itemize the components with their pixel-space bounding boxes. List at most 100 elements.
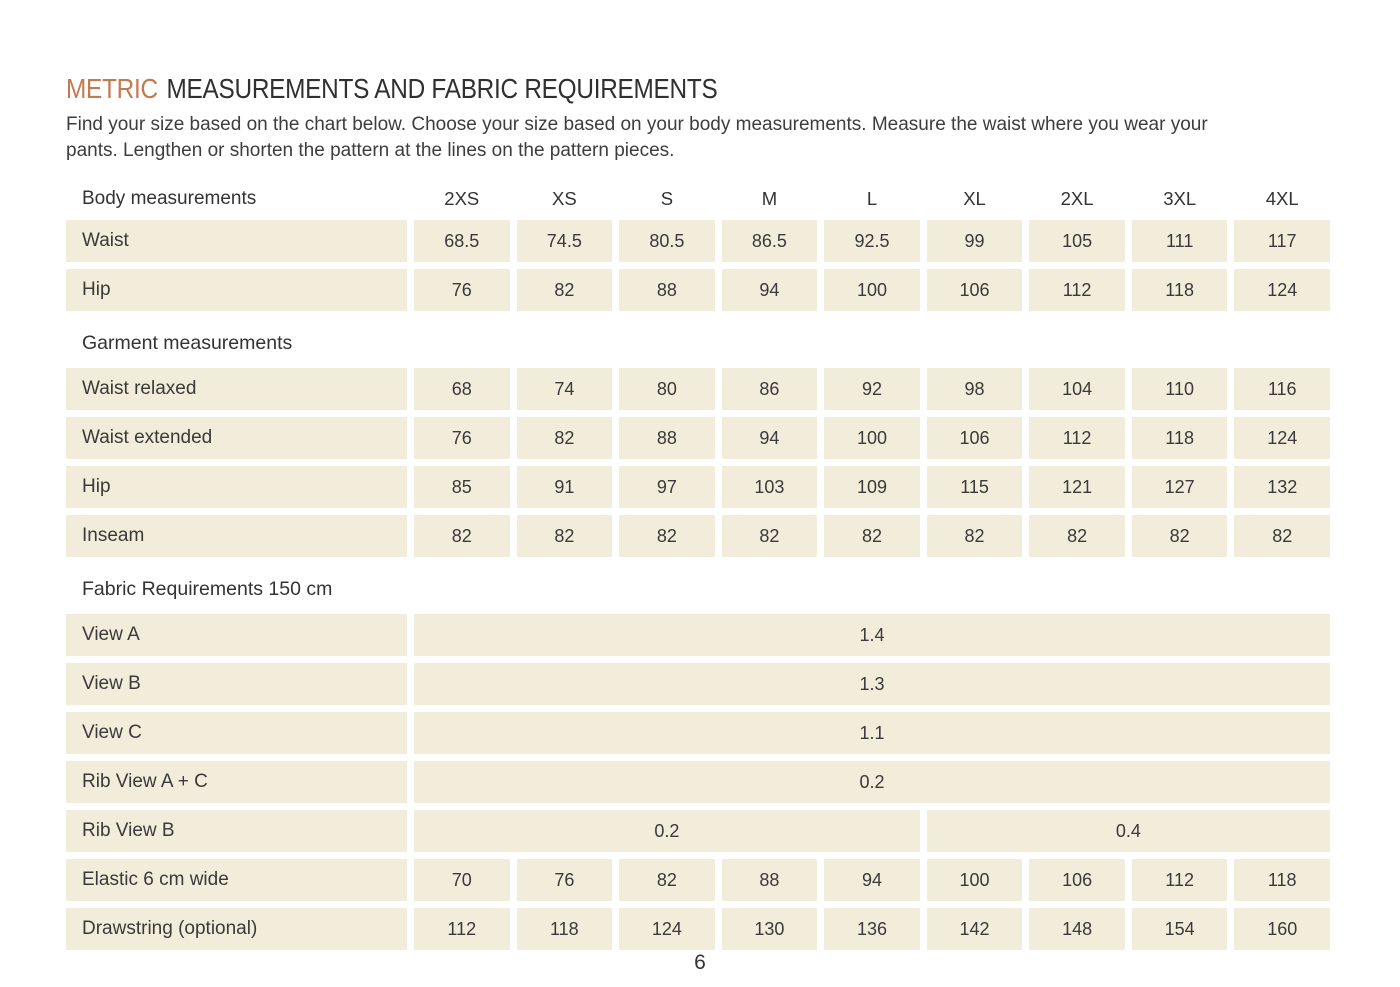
row-label: Waist relaxed xyxy=(66,368,407,410)
size-column-header: M xyxy=(761,188,778,209)
value-cell: 82 xyxy=(516,515,613,557)
row-label: Hip xyxy=(66,269,407,311)
value-cell: 82 xyxy=(1234,515,1330,557)
value-cell: 105 xyxy=(1029,220,1125,262)
value-cell: 112 xyxy=(414,908,510,950)
page-title-accent: METRIC xyxy=(66,73,158,104)
table-row: Hip 85 91 97 103 109 115 121 127 132 xyxy=(66,466,1330,508)
value-cell: 80.5 xyxy=(619,220,715,262)
size-column-header: 3XL xyxy=(1163,188,1197,209)
merged-value-cell: 0.2 xyxy=(414,761,1330,803)
value-cell: 76 xyxy=(414,269,510,311)
value-cell: 88 xyxy=(721,859,818,901)
value-cell: 112 xyxy=(1131,859,1228,901)
row-label: Body measurements xyxy=(82,188,257,209)
value-cell: 106 xyxy=(926,417,1023,459)
value-cell: 112 xyxy=(1029,269,1125,311)
row-label: Rib View A + C xyxy=(66,761,407,803)
value-cell: 124 xyxy=(1234,417,1330,459)
size-column-header: XL xyxy=(963,188,986,209)
value-cell: 68 xyxy=(414,368,510,410)
value-cell: 82 xyxy=(516,269,613,311)
value-cell: 98 xyxy=(926,368,1023,410)
value-cell: 70 xyxy=(414,859,510,901)
value-cell: 76 xyxy=(516,859,613,901)
value-cell: 68.5 xyxy=(414,220,510,262)
value-cell: 124 xyxy=(619,908,715,950)
value-cell: 148 xyxy=(1029,908,1125,950)
value-cell: 160 xyxy=(1234,908,1330,950)
value-cell: 104 xyxy=(1029,368,1125,410)
value-cell: 154 xyxy=(1131,908,1228,950)
table-row: View C 1.1 xyxy=(66,712,1330,754)
value-cell: 100 xyxy=(824,269,920,311)
value-cell: 94 xyxy=(721,417,818,459)
value-cell: 91 xyxy=(516,466,613,508)
section-header: Fabric Requirements 150 cm xyxy=(82,577,333,600)
table-row: Rib View A + C 0.2 xyxy=(66,761,1330,803)
value-cell: 82 xyxy=(926,515,1023,557)
value-cell: 136 xyxy=(824,908,920,950)
value-cell: 132 xyxy=(1234,466,1330,508)
value-cell: 82 xyxy=(1131,515,1228,557)
value-cell: 103 xyxy=(721,466,818,508)
value-cell: 118 xyxy=(1131,417,1228,459)
value-cell: 118 xyxy=(1234,859,1330,901)
intro-line-2: pants. Lengthen or shorten the pattern a… xyxy=(66,139,675,161)
value-cell: 100 xyxy=(824,417,920,459)
value-cell: 115 xyxy=(926,466,1023,508)
row-label: Waist extended xyxy=(66,417,407,459)
value-cell: 100 xyxy=(926,859,1023,901)
value-cell: 82 xyxy=(619,859,715,901)
table-row: Body measurements 2XS XS S M L XL 2XL 3XL 4XL xyxy=(66,184,1330,214)
merged-value-cell: 1.4 xyxy=(414,614,1330,656)
intro-line-1: Find your size based on the chart below.… xyxy=(66,114,1208,135)
section-header: Garment measurements xyxy=(82,331,293,354)
value-cell: 88 xyxy=(619,269,715,311)
value-cell: 109 xyxy=(824,466,920,508)
size-column-header: 4XL xyxy=(1265,188,1299,209)
value-cell: 142 xyxy=(926,908,1023,950)
value-cell: 82 xyxy=(414,515,510,557)
value-cell: 82 xyxy=(516,417,613,459)
value-cell: 118 xyxy=(516,908,613,950)
value-cell: 111 xyxy=(1131,220,1228,262)
value-cell: 99 xyxy=(926,220,1023,262)
value-cell: 124 xyxy=(1234,269,1330,311)
intro-paragraph: Find your size based on the chart below.… xyxy=(66,112,1330,163)
value-cell: 130 xyxy=(721,908,818,950)
value-cell: 112 xyxy=(1029,417,1125,459)
merged-value-cell: 1.3 xyxy=(414,663,1330,705)
table-row: View B 1.3 xyxy=(66,663,1330,705)
value-cell: 76 xyxy=(414,417,510,459)
page-number: 6 xyxy=(694,951,706,974)
value-cell: 74.5 xyxy=(516,220,613,262)
row-label: View C xyxy=(66,712,407,754)
value-cell: 94 xyxy=(824,859,920,901)
table-row: Hip 76 82 88 94 100 106 112 118 124 xyxy=(66,269,1330,311)
value-cell: 80 xyxy=(619,368,715,410)
row-label: Inseam xyxy=(66,515,407,557)
table-row: Inseam 82 82 82 82 82 82 82 82 82 xyxy=(66,515,1330,557)
value-cell: 94 xyxy=(721,269,818,311)
value-cell: 106 xyxy=(1029,859,1125,901)
size-column-header: S xyxy=(660,188,674,209)
value-cell: 118 xyxy=(1131,269,1228,311)
row-label: Elastic 6 cm wide xyxy=(66,859,407,901)
table-row: Waist relaxed 68 74 80 86 92 98 104 110 116 xyxy=(66,368,1330,410)
value-cell: 82 xyxy=(824,515,920,557)
table-row: Rib View B 0.2 0.4 xyxy=(66,810,1330,852)
merged-value-cell: 0.4 xyxy=(926,810,1330,852)
merged-value-cell: 1.1 xyxy=(414,712,1330,754)
value-cell: 121 xyxy=(1029,466,1125,508)
value-cell: 97 xyxy=(619,466,715,508)
row-label: Rib View B xyxy=(66,810,407,852)
value-cell: 86.5 xyxy=(721,220,818,262)
value-cell: 82 xyxy=(619,515,715,557)
value-cell: 92 xyxy=(824,368,920,410)
value-cell: 117 xyxy=(1234,220,1330,262)
page-title-rest: MEASUREMENTS AND FABRIC REQUIREMENTS xyxy=(166,73,718,104)
row-label: Drawstring (optional) xyxy=(66,908,407,950)
value-cell: 85 xyxy=(414,466,510,508)
